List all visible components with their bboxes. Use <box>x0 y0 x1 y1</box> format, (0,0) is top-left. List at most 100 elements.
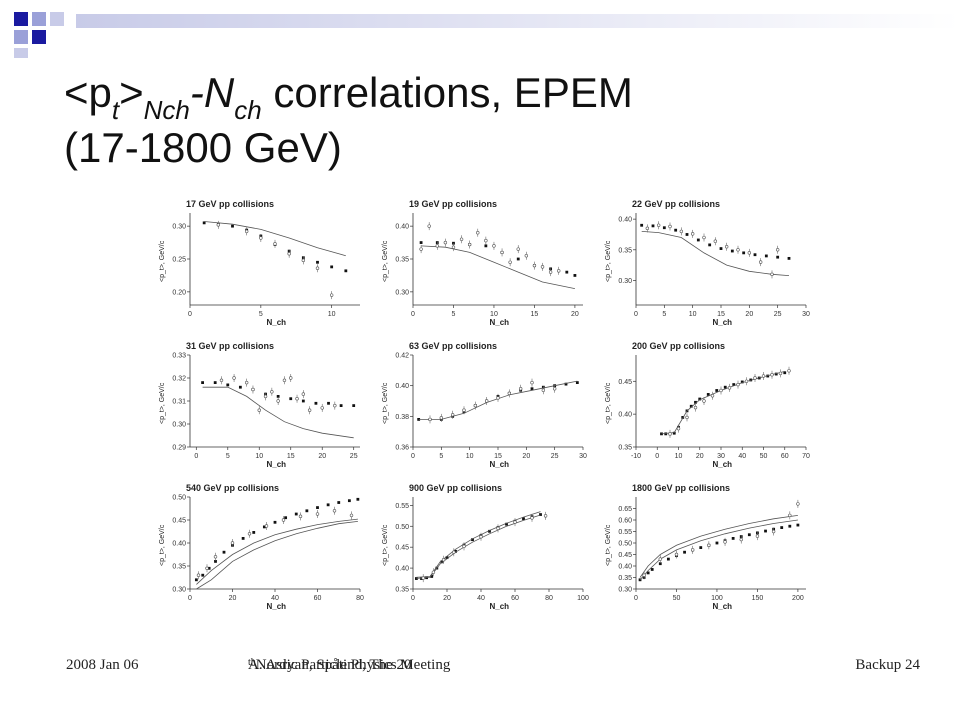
data-point <box>573 274 577 277</box>
x-axis-label: N_ch <box>713 460 733 469</box>
y-tick-label: 0.40 <box>172 541 186 548</box>
experimental-point <box>263 394 268 399</box>
experimental-point <box>710 394 715 398</box>
experimental-point <box>232 376 236 380</box>
y-tick-label: 0.55 <box>395 503 409 510</box>
y-axis-label: <p_t>, GeV/c <box>159 524 166 566</box>
x-axis-label: N_ch <box>490 460 510 469</box>
data-point <box>417 418 421 421</box>
data-point <box>539 513 542 516</box>
y-tick-label: 0.42 <box>395 353 409 360</box>
experimental-point <box>450 413 455 417</box>
x-axis-label: N_ch <box>713 602 733 611</box>
data-point <box>201 381 204 384</box>
data-point <box>294 512 298 516</box>
chart-panel-6: 200 GeV pp collisions -10 0 10 20 30 40 50 60 70 0… <box>605 341 810 469</box>
x-tick-label: 0 <box>411 453 415 460</box>
experimental-point <box>301 392 306 396</box>
footer-center-sup: th <box>248 657 256 668</box>
y-axis-label: <p_t>, GeV/c <box>605 524 612 566</box>
x-tick-label: 200 <box>792 595 804 602</box>
data-point <box>706 393 710 396</box>
experimental-point <box>739 537 743 542</box>
experimental-point <box>690 548 695 552</box>
data-point <box>651 224 655 228</box>
experimental-point <box>541 388 546 392</box>
data-point <box>356 497 360 501</box>
data-point <box>327 401 330 405</box>
data-point <box>788 524 792 528</box>
chart-title: 22 GeV pp collisions <box>632 199 720 209</box>
y-tick-label: 0.25 <box>172 257 186 264</box>
experimental-point <box>758 260 763 264</box>
model-curve <box>639 519 798 581</box>
experimental-point <box>761 374 766 378</box>
experimental-point <box>557 269 561 273</box>
deco-square-light <box>50 12 64 26</box>
chart-panel-5: 63 GeV pp collisions 0 5 10 15 20 25 30 0.36 0.38… <box>382 341 587 469</box>
y-tick-label: 0.35 <box>395 257 409 264</box>
x-tick-label: 0 <box>411 311 415 318</box>
y-tick-label: 0.50 <box>618 541 632 548</box>
slide-title: <pt>Nch-Nch correlations, EPEM (17-1800 … <box>64 68 924 173</box>
data-point <box>241 537 245 540</box>
data-point <box>231 224 234 228</box>
experimental-point <box>441 558 446 562</box>
title-subscript-t: t <box>111 95 120 125</box>
x-tick-label: 25 <box>551 453 559 460</box>
chart-panel-3: 22 GeV pp collisions 0 5 10 15 20 25 30 0.30 0.35… <box>605 199 810 327</box>
experimental-point <box>524 254 529 258</box>
data-point <box>664 432 668 436</box>
experimental-point <box>713 239 718 243</box>
experimental-point <box>320 406 324 410</box>
x-tick-label: 20 <box>229 595 237 602</box>
data-point <box>201 573 205 577</box>
x-tick-label: 0 <box>634 311 638 318</box>
data-point <box>530 387 534 391</box>
experimental-point <box>244 380 249 385</box>
data-point <box>289 397 293 401</box>
footer-center-post: Nordic Particle Physics Meeting <box>255 657 451 673</box>
x-axis-label: N_ch <box>490 602 510 611</box>
data-point <box>207 566 211 570</box>
x-tick-label: 10 <box>255 453 263 460</box>
x-tick-label: 0 <box>188 311 192 318</box>
chart-panel-7: 540 GeV pp collisions 0 20 40 60 80 0.30 0.35 0.… <box>159 483 364 611</box>
x-axis-label: N_ch <box>267 318 287 327</box>
experimental-point <box>443 240 448 245</box>
data-point <box>699 546 703 549</box>
x-tick-label: 70 <box>802 453 810 460</box>
experimental-point <box>775 248 780 252</box>
data-point <box>715 389 719 392</box>
x-tick-label: 60 <box>511 595 519 602</box>
x-tick-label: 80 <box>356 595 364 602</box>
experimental-point <box>753 376 757 380</box>
data-point <box>723 385 727 389</box>
data-point <box>565 270 569 274</box>
x-tick-label: 15 <box>531 311 539 318</box>
x-axis-label: N_ch <box>713 318 733 327</box>
x-tick-label: 20 <box>696 453 704 460</box>
data-point <box>484 244 488 248</box>
y-tick-label: 0.35 <box>618 575 632 582</box>
experimental-point <box>676 426 681 431</box>
chart-title: 63 GeV pp collisions <box>409 341 497 351</box>
data-point <box>776 255 780 259</box>
experimental-point <box>770 272 774 277</box>
data-point <box>214 560 217 563</box>
title-part-p: <p <box>64 69 112 116</box>
y-tick-label: 0.40 <box>618 412 632 419</box>
data-point <box>440 560 444 564</box>
experimental-point <box>270 390 274 394</box>
experimental-point <box>315 512 320 516</box>
y-axis-label: <p_t>, GeV/c <box>605 240 612 282</box>
data-point <box>742 251 746 255</box>
experimental-point <box>788 513 792 518</box>
y-tick-label: 0.45 <box>395 545 409 552</box>
model-curve <box>641 231 790 276</box>
experimental-point <box>307 408 312 412</box>
x-tick-label: -10 <box>631 453 641 460</box>
x-tick-label: 50 <box>673 595 681 602</box>
title-subscript-ch: ch <box>234 95 262 125</box>
experimental-point <box>213 555 218 559</box>
